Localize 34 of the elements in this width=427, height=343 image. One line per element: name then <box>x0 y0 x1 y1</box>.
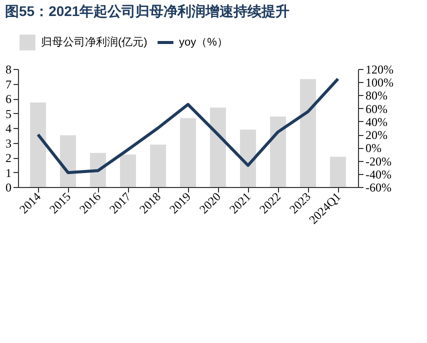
bar <box>330 156 346 187</box>
y-tick-label: 3 <box>6 136 12 150</box>
bar <box>240 130 256 187</box>
y2-tick-label: 40% <box>366 114 388 129</box>
bar <box>30 102 46 187</box>
y-tick-label: 1 <box>6 166 12 180</box>
legend-label: yoy（%） <box>179 36 228 48</box>
bar <box>180 118 196 187</box>
bar <box>270 116 286 187</box>
y-tick-label: 4 <box>6 122 12 136</box>
y-tick-label: 6 <box>6 92 12 106</box>
chart-title: 图55：2021年起公司归母净利润增速持续提升 <box>5 3 290 19</box>
bar <box>150 144 166 187</box>
y2-tick-label: -20% <box>366 154 392 168</box>
line-series <box>36 77 340 174</box>
bar <box>60 135 76 187</box>
y2-tick-label: 80% <box>366 88 388 103</box>
bar <box>210 108 226 187</box>
y-tick-label: 8 <box>6 62 12 76</box>
bar <box>120 154 136 187</box>
y2-tick-label: 100% <box>366 76 394 90</box>
y2-tick-label: 120% <box>366 62 394 76</box>
y2-tick-label: 0% <box>366 141 382 156</box>
y-tick-label: 2 <box>6 151 12 165</box>
y2-tick-label: -60% <box>366 180 392 194</box>
y-tick-label: 7 <box>6 77 12 92</box>
y2-tick-label: 60% <box>366 102 388 116</box>
legend-label: 归母公司净利润(亿元) <box>41 36 148 48</box>
y2-tick-label: -40% <box>366 167 392 182</box>
y-tick-label: 0 <box>6 180 12 194</box>
bar <box>90 152 106 187</box>
y2-tick-label: 20% <box>366 128 388 142</box>
bar <box>300 79 316 187</box>
y-tick-label: 5 <box>6 106 12 121</box>
